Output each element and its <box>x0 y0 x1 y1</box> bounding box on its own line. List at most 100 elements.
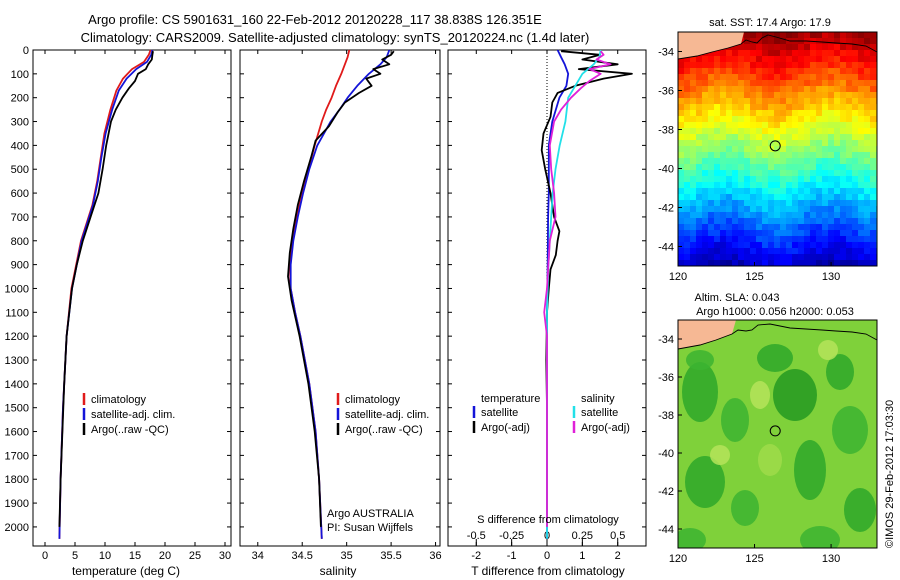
sst-cell <box>684 74 690 80</box>
sst-cell <box>828 92 834 98</box>
temperature-plot: 0 5 10 15 20 25 300100200300400500600700800900… <box>5 45 232 562</box>
sst-cell <box>756 68 762 74</box>
sst-cell <box>786 74 792 80</box>
sst-cell <box>744 200 750 206</box>
sst-cell <box>744 128 750 134</box>
sst-cell <box>798 146 804 152</box>
sst-cell <box>750 92 756 98</box>
sst-cell <box>828 164 834 170</box>
sst-cell <box>762 104 768 110</box>
sst-cell <box>726 200 732 206</box>
sst-cell <box>720 182 726 188</box>
sst-cell <box>762 230 768 236</box>
sst-cell <box>786 248 792 254</box>
sla-anomaly <box>721 398 749 442</box>
sst-cell <box>762 74 768 80</box>
sst-cell <box>750 158 756 164</box>
sst-cell <box>870 128 876 134</box>
sst-cell <box>720 122 726 128</box>
x-tick-label: 15 <box>129 550 141 562</box>
sst-cell <box>684 56 690 62</box>
sst-cell <box>768 254 774 260</box>
sst-cell <box>810 194 816 200</box>
sst-cell <box>744 188 750 194</box>
sst-cell <box>816 86 822 92</box>
sst-cell <box>810 170 816 176</box>
sst-cell <box>702 80 708 86</box>
sst-cell <box>684 92 690 98</box>
sst-cell <box>792 248 798 254</box>
sst-cell <box>774 128 780 134</box>
sst-cell <box>846 194 852 200</box>
difference-xlabel: T difference from climatology <box>471 564 625 578</box>
sla-anomaly <box>826 354 854 390</box>
sst-cell <box>732 170 738 176</box>
sst-cell <box>840 68 846 74</box>
sst-cell <box>792 68 798 74</box>
sst-cell <box>858 122 864 128</box>
sst-cell <box>786 140 792 146</box>
sst-cell <box>834 74 840 80</box>
sst-cell <box>780 50 786 56</box>
sst-cell <box>846 128 852 134</box>
sst-cell <box>684 122 690 128</box>
sst-cell <box>756 146 762 152</box>
sst-cell <box>834 188 840 194</box>
sst-cell <box>846 86 852 92</box>
sst-cell <box>840 158 846 164</box>
sst-cell <box>714 56 720 62</box>
sst-cell <box>696 128 702 134</box>
sst-cell <box>714 146 720 152</box>
sst-cell <box>744 218 750 224</box>
sst-cell <box>768 74 774 80</box>
sst-cell <box>810 206 816 212</box>
sst-cell <box>870 116 876 122</box>
sst-cell <box>684 236 690 242</box>
sst-cell <box>762 110 768 116</box>
sst-cell <box>834 62 840 68</box>
sst-cell <box>744 152 750 158</box>
sst-cell <box>786 188 792 194</box>
sst-cell <box>852 254 858 260</box>
sst-cell <box>768 50 774 56</box>
sst-cell <box>852 182 858 188</box>
sst-cell <box>828 224 834 230</box>
sst-cell <box>678 152 684 158</box>
sst-cell <box>846 92 852 98</box>
float-position-marker <box>769 140 781 152</box>
sst-cell <box>870 248 876 254</box>
sst-cell <box>714 50 720 56</box>
sst-cell <box>738 212 744 218</box>
sst-cell <box>762 44 768 50</box>
sst-cell <box>774 206 780 212</box>
sst-cell <box>768 200 774 206</box>
sst-cell <box>834 218 840 224</box>
sst-cell <box>720 206 726 212</box>
sst-cell <box>840 248 846 254</box>
sst-cell <box>798 50 804 56</box>
sst-cell <box>714 206 720 212</box>
sst-cell <box>720 176 726 182</box>
sst-cell <box>678 122 684 128</box>
sst-cell <box>870 44 876 50</box>
sst-cell <box>708 56 714 62</box>
sst-cell <box>702 254 708 260</box>
sst-cell <box>870 194 876 200</box>
sst-cell <box>750 206 756 212</box>
sst-cell <box>738 236 744 242</box>
sst-cell <box>690 164 696 170</box>
sst-cell <box>732 254 738 260</box>
sst-cell <box>858 236 864 242</box>
sst-cell <box>816 68 822 74</box>
sst-cell <box>756 110 762 116</box>
sst-cell <box>822 242 828 248</box>
sst-cell <box>714 242 720 248</box>
sst-cell <box>726 224 732 230</box>
sst-cell <box>804 224 810 230</box>
sst-cell <box>804 260 810 266</box>
sst-cell <box>798 128 804 134</box>
sst-cell <box>828 104 834 110</box>
sst-cell <box>684 212 690 218</box>
sst-cell <box>726 194 732 200</box>
sst-cell <box>762 80 768 86</box>
